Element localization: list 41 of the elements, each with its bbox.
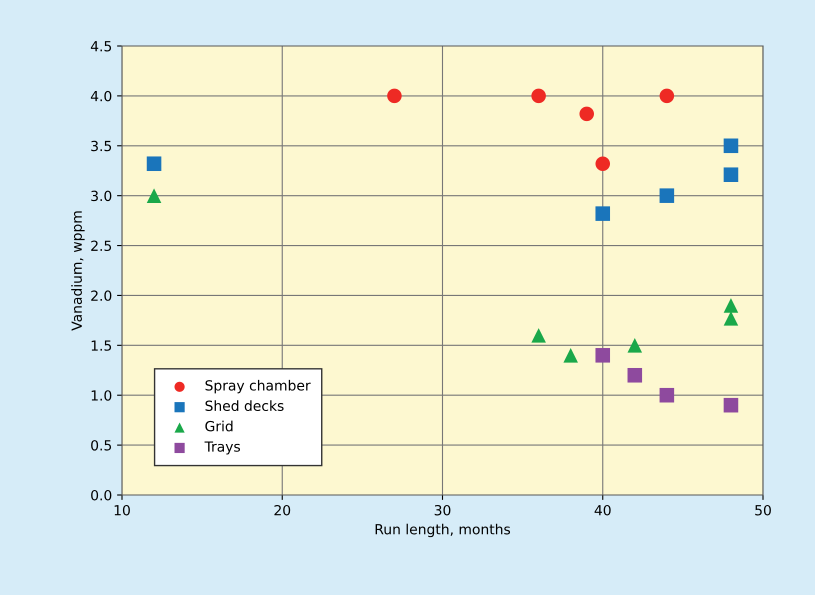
point	[146, 156, 162, 172]
legend-label: Grid	[205, 420, 232, 432]
x-tick-label: 40	[594, 504, 611, 516]
point	[531, 88, 546, 104]
point	[595, 206, 610, 221]
point	[387, 88, 402, 104]
y-tick-label: 4.0	[90, 90, 112, 102]
x-tick-label: 10	[114, 504, 130, 516]
y-tick-label: 3.0	[91, 190, 112, 202]
point	[724, 298, 738, 313]
x-tick-label: 30	[434, 504, 450, 516]
legend-label: Spray chamber	[206, 380, 311, 394]
y-axis-title: Vanadium, wppm	[71, 211, 85, 331]
point	[724, 398, 738, 412]
legend-label: Shed decks	[206, 400, 284, 412]
y-tick-label: 3.5	[91, 140, 112, 152]
y-tick-label: 2.5	[91, 240, 112, 252]
point	[660, 388, 674, 403]
point	[724, 311, 738, 326]
y-tick-label: 0.0	[91, 490, 112, 500]
y-tick-label: 0.5	[91, 440, 112, 451]
point	[579, 106, 594, 122]
point	[628, 368, 642, 383]
y-tick-label: 4.5	[90, 41, 112, 52]
y-tick-label: 1.5	[92, 340, 112, 351]
legend-label: Trays	[204, 441, 240, 454]
x-tick-label: 50	[755, 504, 771, 516]
x-tick-label: 20	[274, 504, 290, 516]
y-tick-label: 2.0	[91, 290, 112, 301]
y-tick-label: 1.0	[92, 390, 112, 401]
point	[660, 188, 674, 203]
point	[724, 138, 738, 154]
point	[628, 338, 642, 353]
point	[531, 328, 546, 343]
x-axis-title: Run length, months	[376, 524, 510, 538]
point	[146, 188, 162, 203]
point	[563, 348, 578, 363]
point	[660, 88, 674, 104]
point	[595, 348, 610, 363]
point	[724, 167, 738, 182]
point	[595, 156, 610, 172]
